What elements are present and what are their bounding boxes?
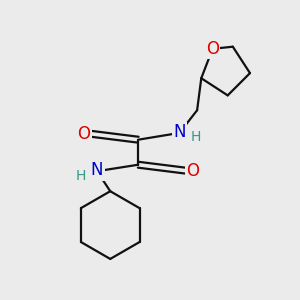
Text: O: O — [206, 40, 219, 58]
Text: N: N — [91, 161, 103, 179]
Text: H: H — [190, 130, 201, 144]
Text: H: H — [76, 169, 86, 183]
Text: N: N — [173, 123, 186, 141]
Text: O: O — [186, 162, 199, 180]
Text: O: O — [77, 125, 90, 143]
